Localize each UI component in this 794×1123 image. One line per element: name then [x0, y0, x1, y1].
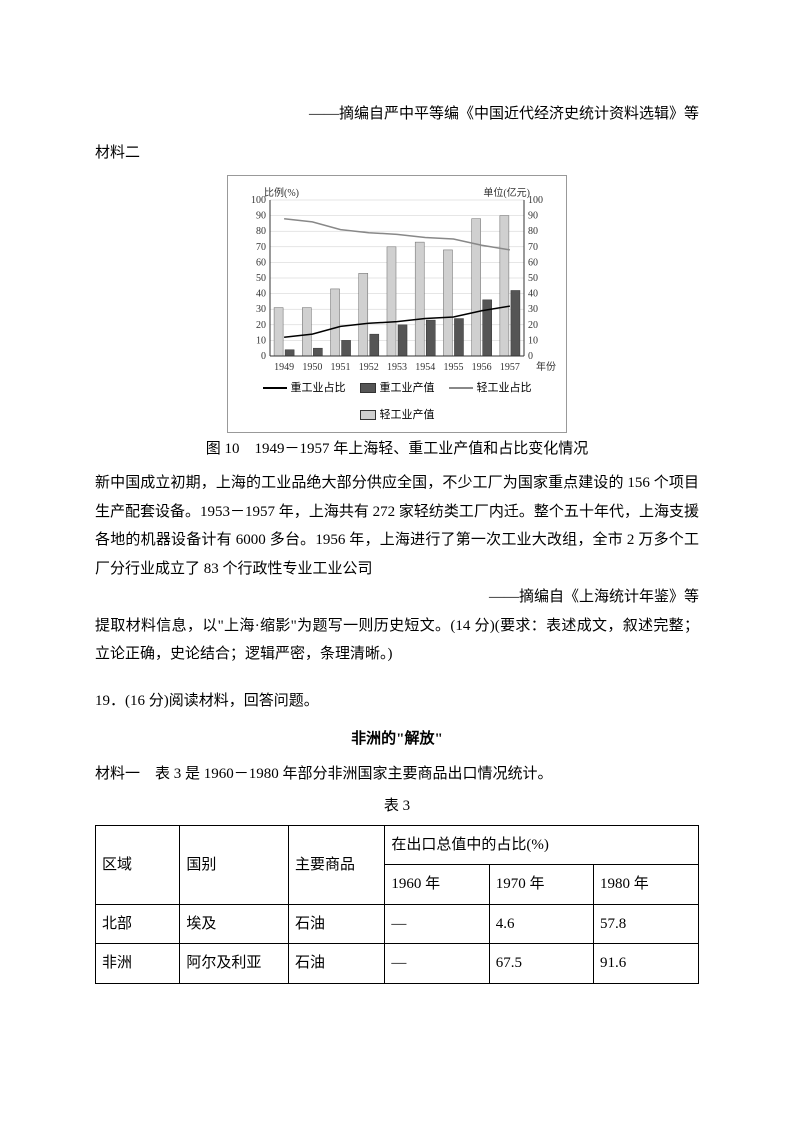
svg-text:1956: 1956: [472, 362, 492, 373]
svg-text:80: 80: [256, 226, 266, 237]
svg-text:40: 40: [256, 289, 266, 300]
legend-heavy-ratio: 重工业占比: [263, 378, 346, 399]
svg-text:1952: 1952: [359, 362, 379, 373]
chart-caption: 图 10 1949－1957 年上海轻、重工业产值和占比变化情况: [95, 435, 699, 464]
question-19: 19．(16 分)阅读材料，回答问题。: [95, 687, 699, 716]
cell-country: 阿尔及利亚: [180, 944, 289, 984]
table-row: 非洲 阿尔及利亚 石油 — 67.5 91.6: [96, 944, 699, 984]
svg-text:1954: 1954: [415, 362, 435, 373]
cell-commodity: 石油: [288, 944, 384, 984]
table-row: 北部 埃及 石油 — 4.6 57.8: [96, 904, 699, 944]
task-instruction: 提取材料信息，以"上海·缩影"为题写一则历史短文。(14 分)(要求：表述成文，…: [95, 612, 699, 669]
citation-source-1: ——摘编自严中平等编《中国近代经济史统计资料选辑》等: [95, 100, 699, 129]
africa-title: 非洲的"解放": [95, 725, 699, 754]
export-table: 区域 国别 主要商品 在出口总值中的占比(%) 1960 年 1970 年 19…: [95, 825, 699, 984]
chart-figure-10: 0 0 10 10 20 20 30 30 40 40 50 50 60 60 70 70 80 80 90 90 10…: [227, 175, 567, 433]
legend-heavy-value: 重工业产值: [360, 378, 435, 399]
legend-label: 轻工业占比: [477, 378, 532, 399]
cell-country: 埃及: [180, 904, 289, 944]
legend-label: 重工业产值: [380, 378, 435, 399]
svg-text:40: 40: [528, 289, 538, 300]
svg-text:50: 50: [528, 273, 538, 284]
svg-text:70: 70: [256, 242, 266, 253]
svg-text:1950: 1950: [302, 362, 322, 373]
chart-legend: 重工业占比 重工业产值 轻工业占比 轻工业产值: [232, 376, 562, 428]
svg-text:单位(亿元): 单位(亿元): [483, 186, 530, 199]
chart-svg: 0 0 10 10 20 20 30 30 40 40 50 50 60 60 70 70 80 80 90 90 10…: [234, 184, 560, 374]
svg-text:10: 10: [528, 335, 538, 346]
legend-line-light: [449, 387, 473, 389]
svg-text:1953: 1953: [387, 362, 407, 373]
legend-label: 重工业占比: [291, 378, 346, 399]
table-header-row-1: 区域 国别 主要商品 在出口总值中的占比(%): [96, 825, 699, 865]
svg-text:1957: 1957: [500, 362, 520, 373]
svg-text:60: 60: [256, 257, 266, 268]
svg-text:10: 10: [256, 335, 266, 346]
svg-text:1955: 1955: [443, 362, 463, 373]
cell-1980: 57.8: [594, 904, 699, 944]
svg-text:0: 0: [528, 351, 533, 362]
svg-text:20: 20: [528, 320, 538, 331]
svg-text:90: 90: [528, 211, 538, 222]
th-commodity: 主要商品: [288, 825, 384, 904]
cell-1960: —: [385, 944, 489, 984]
svg-text:0: 0: [261, 351, 266, 362]
svg-text:1949: 1949: [274, 362, 294, 373]
svg-text:比例(%): 比例(%): [264, 186, 299, 199]
th-country: 国别: [180, 825, 289, 904]
cell-commodity: 石油: [288, 904, 384, 944]
body-paragraph-1: 新中国成立初期，上海的工业品绝大部分供应全国，不少工厂为国家重点建设的 156 …: [95, 469, 699, 583]
svg-text:30: 30: [528, 304, 538, 315]
th-region: 区域: [96, 825, 180, 904]
th-1970: 1970 年: [489, 865, 593, 905]
legend-light-ratio: 轻工业占比: [449, 378, 532, 399]
svg-text:90: 90: [256, 211, 266, 222]
table-caption: 表 3: [95, 792, 699, 821]
citation-source-2: ——摘编自《上海统计年鉴》等: [95, 583, 699, 612]
svg-text:50: 50: [256, 273, 266, 284]
cell-region: 北部: [96, 904, 180, 944]
cell-1970: 67.5: [489, 944, 593, 984]
th-1980: 1980 年: [594, 865, 699, 905]
svg-text:60: 60: [528, 257, 538, 268]
svg-text:80: 80: [528, 226, 538, 237]
material-1-intro: 材料一 表 3 是 1960－1980 年部分非洲国家主要商品出口情况统计。: [95, 760, 699, 789]
legend-label: 轻工业产值: [380, 405, 435, 426]
legend-line-heavy: [263, 387, 287, 389]
cell-1970: 4.6: [489, 904, 593, 944]
legend-rect-light: [360, 410, 376, 420]
material-2-label: 材料二: [95, 139, 699, 168]
legend-light-value: 轻工业产值: [360, 405, 435, 426]
svg-text:70: 70: [528, 242, 538, 253]
th-1960: 1960 年: [385, 865, 489, 905]
svg-text:30: 30: [256, 304, 266, 315]
cell-1960: —: [385, 904, 489, 944]
th-share: 在出口总值中的占比(%): [385, 825, 699, 865]
legend-rect-heavy: [360, 383, 376, 393]
cell-1980: 91.6: [594, 944, 699, 984]
svg-text:年份: 年份: [536, 360, 556, 373]
cell-region: 非洲: [96, 944, 180, 984]
svg-text:20: 20: [256, 320, 266, 331]
svg-text:1951: 1951: [331, 362, 351, 373]
svg-text:100: 100: [528, 195, 543, 206]
